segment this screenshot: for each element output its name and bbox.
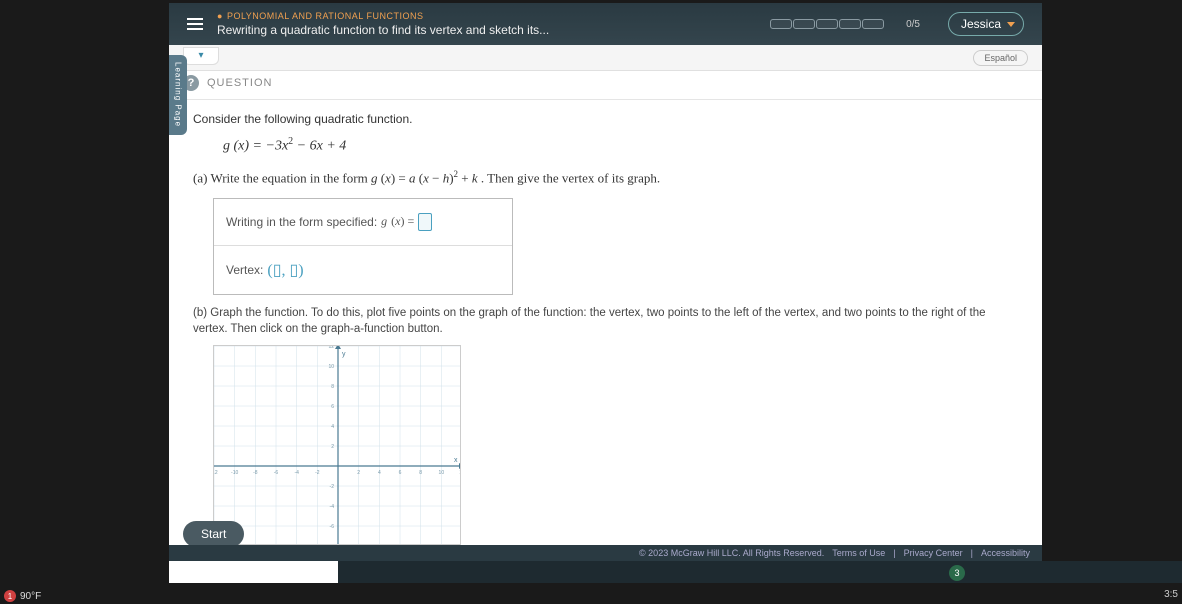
progress-count: 0/5 [906,19,920,30]
graph-grid: y x -12 -10 -8 -6 -4 -2 2 4 6 8 10 12 -6 -4 -2 2 4 6 8 10 12 [214,346,460,544]
part-a: (a) Write the equation in the form g (x)… [193,169,1018,186]
vertex-row: Vertex: (▯, ▯) [214,246,512,294]
progress-box [862,19,884,29]
svg-text:-4: -4 [330,504,335,510]
progress-boxes [770,19,884,29]
privacy-link[interactable]: Privacy Center [904,548,963,558]
taskbar [338,561,1182,583]
equation: g (x) = −3x2 − 6x + 4 [223,136,1018,155]
svg-text:-2: -2 [330,484,335,490]
question-header: ? QUESTION [169,71,1042,100]
sub-bar: ▾ Español [169,45,1042,71]
svg-text:-6: -6 [274,470,279,476]
prompt-text: Consider the following quadratic functio… [193,112,1018,126]
user-name: Jessica [961,17,1001,31]
svg-text:-2: -2 [315,470,320,476]
title-block: POLYNOMIAL AND RATIONAL FUNCTIONS Rewrit… [217,11,756,37]
menu-icon[interactable] [187,18,203,30]
svg-text:x: x [454,457,458,464]
svg-text:2: 2 [357,470,360,476]
weather-widget[interactable]: 1 90°F [4,590,41,602]
part-b: (b) Graph the function. To do this, plot… [193,305,1018,337]
header-bar: POLYNOMIAL AND RATIONAL FUNCTIONS Rewrit… [169,3,1042,45]
terms-link[interactable]: Terms of Use [832,548,885,558]
svg-text:6: 6 [331,404,334,410]
content-area: Consider the following quadratic functio… [169,100,1042,583]
svg-text:10: 10 [328,364,334,370]
svg-text:8: 8 [419,470,422,476]
expand-toggle[interactable]: ▾ [183,47,219,65]
svg-text:2: 2 [331,444,334,450]
svg-text:12: 12 [328,346,334,350]
learning-page-label: Learning Page [174,62,183,127]
svg-text:-4: -4 [294,470,299,476]
language-button[interactable]: Español [973,50,1028,66]
progress-box [793,19,815,29]
start-button[interactable]: Start [183,521,244,547]
svg-text:4: 4 [331,424,334,430]
svg-text:-8: -8 [253,470,258,476]
user-menu[interactable]: Jessica [948,12,1024,36]
svg-text:6: 6 [399,470,402,476]
copyright: © 2023 McGraw Hill LLC. All Rights Reser… [639,548,824,558]
equation-input[interactable] [418,213,432,231]
learning-page-tab[interactable]: Learning Page [169,55,187,135]
category-label: POLYNOMIAL AND RATIONAL FUNCTIONS [217,11,756,21]
accessibility-link[interactable]: Accessibility [981,548,1030,558]
svg-text:8: 8 [331,384,334,390]
vertex-input[interactable]: (▯, ▯) [267,260,303,280]
svg-text:10: 10 [439,470,445,476]
footer-bar: © 2023 McGraw Hill LLC. All Rights Reser… [169,545,1042,561]
form-row: Writing in the form specified: g (x) = [214,199,512,246]
app-window: POLYNOMIAL AND RATIONAL FUNCTIONS Rewrit… [169,3,1042,583]
svg-text:12: 12 [459,470,460,476]
page-title: Rewriting a quadratic function to find i… [217,23,756,37]
notification-badge: 1 [4,590,16,602]
clock: 3:5 [1164,589,1178,600]
graph-area[interactable]: y x -12 -10 -8 -6 -4 -2 2 4 6 8 10 12 -6 -4 -2 2 4 6 8 10 12 [213,345,461,545]
tray-badge[interactable]: 3 [949,565,965,581]
chevron-down-icon: ▾ [198,50,203,61]
svg-text:-12: -12 [214,470,218,476]
temperature: 90°F [20,591,41,602]
answer-box: Writing in the form specified: g (x) = V… [213,198,513,295]
progress-box [816,19,838,29]
progress-box [770,19,792,29]
svg-text:-10: -10 [231,470,238,476]
question-label: QUESTION [207,77,272,89]
svg-text:-6: -6 [330,524,335,530]
svg-text:4: 4 [378,470,381,476]
svg-text:y: y [342,351,346,358]
progress-box [839,19,861,29]
